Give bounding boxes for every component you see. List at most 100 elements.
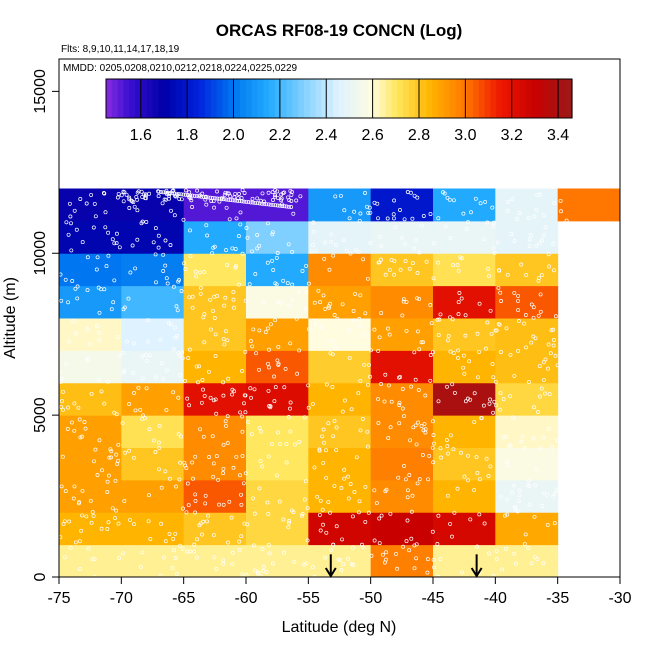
- observation-point: [175, 308, 180, 313]
- heatmap-cell: [495, 447, 559, 481]
- observation-point: [477, 349, 482, 354]
- observation-point: [559, 209, 563, 214]
- y-axis-label: Altitude (m): [2, 277, 19, 359]
- heatmap-cell: [433, 512, 496, 546]
- observation-point: [415, 329, 420, 334]
- heatmap-cell: [308, 350, 372, 384]
- observation-point: [116, 191, 121, 196]
- observation-point: [393, 225, 398, 230]
- observation-point: [365, 204, 369, 209]
- colorbar-segment: [164, 79, 171, 118]
- observation-point: [550, 445, 554, 449]
- observation-point: [484, 346, 488, 351]
- observation-point: [448, 433, 453, 438]
- observation-point: [240, 429, 245, 434]
- observation-point: [413, 238, 418, 243]
- observation-point: [275, 358, 280, 363]
- observation-point: [446, 493, 450, 498]
- observation-point: [459, 256, 464, 261]
- observation-point: [462, 371, 467, 376]
- observation-point: [77, 417, 82, 422]
- observation-point: [140, 376, 145, 381]
- observation-point: [311, 229, 316, 234]
- observation-point: [336, 557, 341, 562]
- observation-point: [466, 478, 471, 483]
- observation-point: [342, 467, 347, 472]
- observation-point: [180, 356, 185, 361]
- observation-point: [415, 271, 420, 275]
- observation-point: [219, 197, 224, 201]
- observation-point: [277, 499, 282, 504]
- observation-point: [171, 347, 176, 352]
- observation-point: [146, 339, 151, 344]
- observation-point: [296, 289, 301, 294]
- observation-point: [415, 296, 420, 301]
- observation-point: [519, 439, 524, 444]
- observation-point: [501, 397, 506, 401]
- observation-point: [551, 494, 556, 499]
- colorbar-segment: [362, 79, 369, 118]
- observation-point: [156, 245, 161, 250]
- observation-point: [513, 561, 518, 566]
- observation-point: [512, 239, 517, 243]
- observation-point: [368, 241, 373, 245]
- observation-point: [77, 539, 82, 544]
- colorbar-segment: [339, 79, 346, 118]
- observation-point: [305, 538, 310, 543]
- observation-point: [245, 235, 250, 240]
- observation-point: [525, 483, 530, 488]
- observation-point: [376, 421, 381, 425]
- observation-point: [260, 547, 265, 551]
- observation-point: [193, 454, 198, 459]
- observation-point: [341, 562, 346, 567]
- observation-point: [438, 446, 443, 451]
- observation-point: [215, 196, 220, 201]
- observation-point: [404, 539, 409, 544]
- observation-point: [486, 266, 491, 271]
- observation-point: [289, 205, 294, 209]
- observation-point: [500, 567, 505, 572]
- colorbar-segment: [129, 79, 136, 118]
- observation-point: [70, 279, 75, 283]
- observation-point: [531, 315, 536, 320]
- observation-point: [328, 510, 333, 515]
- observation-point: [423, 430, 428, 435]
- heatmap-cell: [246, 350, 309, 384]
- observation-point: [214, 454, 219, 459]
- observation-point: [79, 528, 84, 533]
- observation-point: [273, 385, 278, 390]
- observation-point: [284, 442, 289, 447]
- colorbar-segment: [414, 79, 422, 118]
- observation-point: [145, 318, 150, 323]
- observation-point: [174, 304, 179, 309]
- observation-point: [491, 245, 496, 250]
- x-tick-label: -40: [484, 590, 507, 607]
- observation-point: [99, 526, 104, 531]
- observation-point: [212, 205, 217, 210]
- observation-point: [251, 327, 256, 332]
- observation-point: [272, 399, 277, 404]
- colorbar-ticks: 1.6 1.8 2.0 2.2 2.4 2.6 2.8 3.0 3.2 3.4: [130, 79, 569, 144]
- observation-point: [277, 203, 282, 208]
- observation-point: [113, 516, 117, 521]
- observation-point: [231, 465, 236, 470]
- observation-point: [290, 297, 295, 302]
- heatmap-cell: [370, 512, 434, 546]
- observation-point: [318, 498, 323, 503]
- heatmap-cell: [121, 479, 185, 513]
- observation-point: [239, 534, 244, 539]
- observation-point: [295, 371, 300, 376]
- observation-point: [455, 486, 460, 491]
- observation-point: [420, 453, 425, 457]
- observation-point: [376, 348, 381, 353]
- observation-point: [379, 382, 384, 386]
- observation-point: [235, 198, 240, 203]
- observation-point: [531, 305, 536, 310]
- observation-point: [379, 513, 384, 518]
- observation-point: [524, 345, 529, 350]
- observation-point: [103, 210, 108, 215]
- observation-point: [232, 389, 237, 394]
- observation-point: [93, 447, 98, 452]
- heatmap-cell: [246, 512, 309, 546]
- observation-point: [422, 421, 427, 426]
